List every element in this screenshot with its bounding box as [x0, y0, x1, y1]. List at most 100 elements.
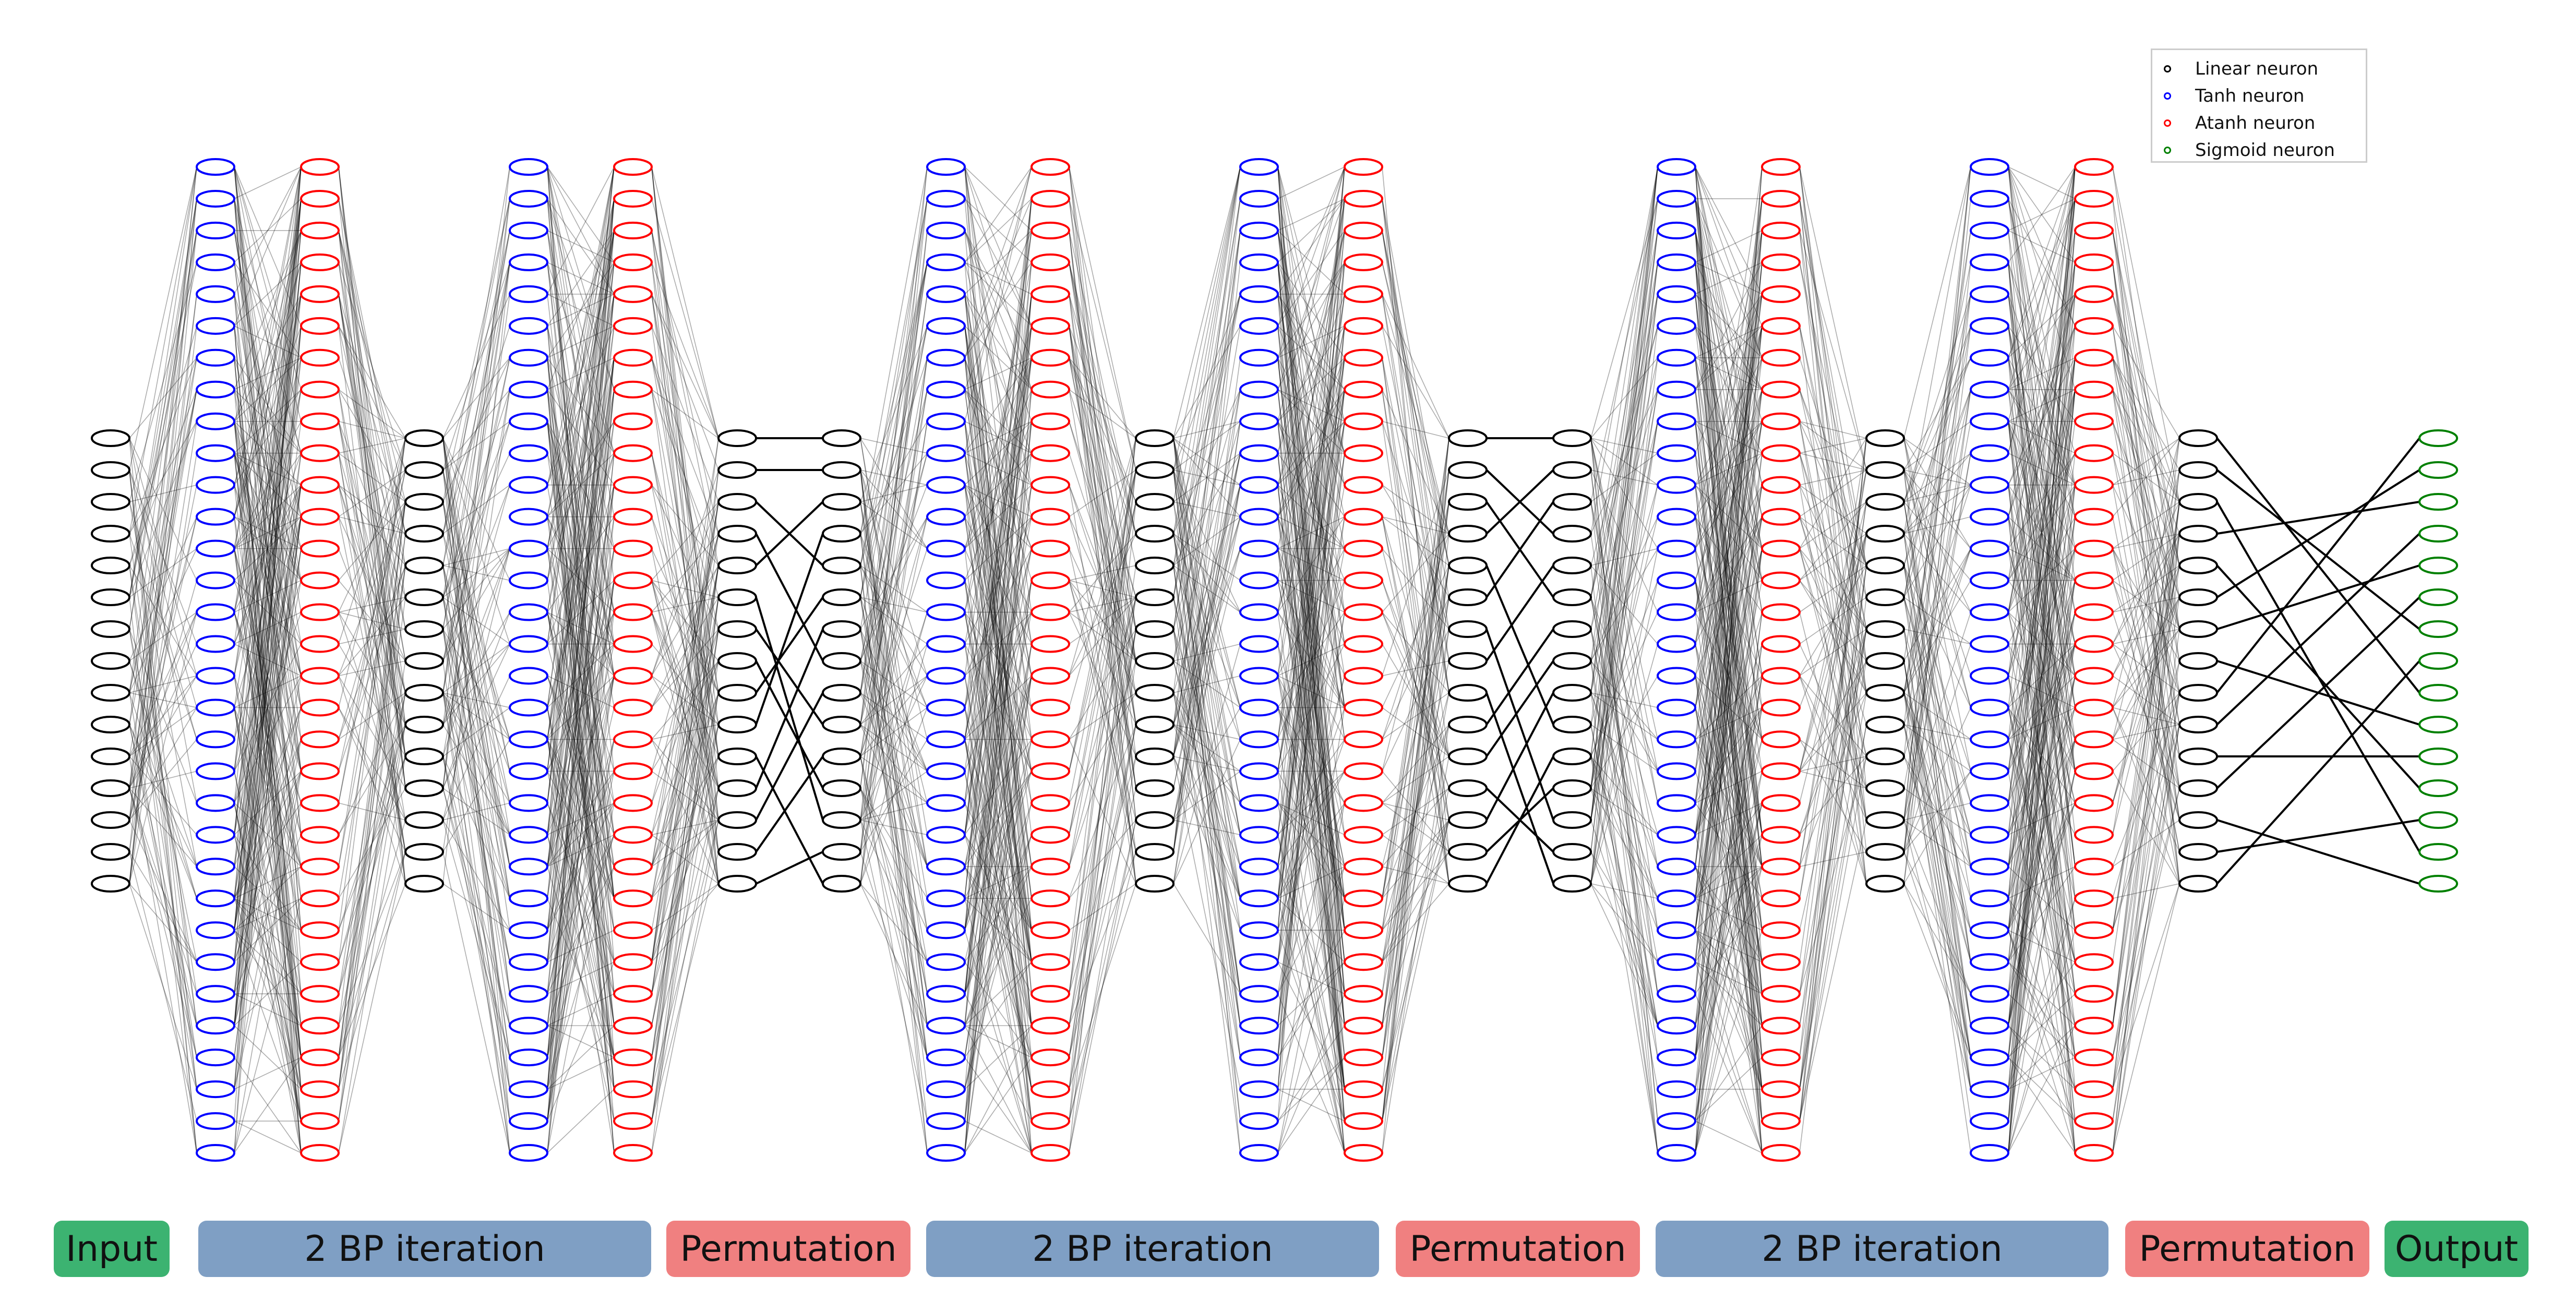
weight-edge — [1903, 469, 1971, 549]
weight-edge — [2112, 533, 2180, 803]
weight-edge — [1695, 262, 1763, 867]
weight-edge — [2008, 580, 2076, 867]
weight-edge — [2112, 629, 2180, 708]
linear-neuron — [91, 525, 130, 543]
weight-edge — [2008, 389, 2076, 1026]
weight-edge — [1695, 644, 1763, 1153]
weight-edge — [651, 612, 719, 757]
weight-edge — [964, 739, 1032, 931]
linear-neuron — [404, 684, 444, 702]
weight-edge — [1277, 516, 1345, 867]
weight-edge — [1173, 533, 1241, 708]
weight-edge — [1799, 692, 1867, 1090]
weight-edge — [651, 262, 719, 884]
weight-edge — [651, 692, 719, 1122]
weight-edge — [2008, 452, 2076, 486]
weight-edge — [1695, 421, 1763, 740]
weight-edge — [2008, 389, 2076, 517]
weight-edge — [1590, 230, 1658, 725]
weight-edge — [1382, 166, 1449, 884]
weight-edge — [1382, 469, 1449, 676]
tanh-neuron — [1239, 1049, 1279, 1067]
weight-edge — [338, 469, 406, 517]
weight-edge — [1069, 230, 1136, 534]
weight-edge — [2112, 230, 2180, 757]
weight-edge — [1903, 357, 1971, 534]
weight-edge — [2008, 453, 2076, 1058]
weight-edge — [547, 739, 615, 899]
weight-edge — [547, 834, 615, 962]
weight-edge — [547, 198, 615, 390]
weight-edge — [1382, 565, 1449, 899]
weight-edge — [1799, 692, 1867, 867]
linear-neuron — [1865, 525, 1905, 543]
weight-edge — [2008, 230, 2076, 994]
weight-edge — [2112, 644, 2180, 789]
weight-edge — [964, 198, 1032, 899]
weight-edge — [1069, 438, 1136, 962]
weight-edge — [129, 198, 197, 852]
tanh-neuron — [926, 635, 966, 653]
weight-edge — [1695, 294, 1763, 390]
weight-edge — [964, 294, 1032, 1026]
weight-edge — [1903, 548, 1971, 661]
weight-edge — [1277, 262, 1345, 1122]
atanh-neuron — [1344, 380, 1383, 399]
weight-edge — [1695, 707, 1763, 867]
weight-edge — [2008, 262, 2076, 517]
atanh-neuron — [1344, 189, 1383, 208]
tanh-neuron — [509, 571, 548, 589]
weight-edge — [2008, 516, 2076, 644]
weight-edge — [234, 262, 302, 962]
weight-edge — [547, 930, 615, 962]
atanh-neuron — [300, 476, 340, 494]
tanh-neuron — [1970, 698, 2009, 717]
weight-edge — [2008, 198, 2076, 740]
weight-edge — [964, 294, 1032, 454]
weight-edge — [442, 548, 510, 566]
weight-edge — [1173, 230, 1241, 757]
weight-edge — [547, 389, 615, 1090]
weight-edge — [234, 453, 302, 644]
weight-edge — [1069, 851, 1136, 1122]
weight-edge — [2008, 644, 2076, 962]
weight-edge — [234, 453, 302, 740]
tanh-neuron — [1657, 317, 1696, 335]
weight-edge — [2008, 612, 2076, 899]
atanh-neuron — [2074, 953, 2114, 971]
weight-edge — [1695, 675, 1763, 740]
weight-edge — [1277, 357, 1345, 422]
weight-edge — [1382, 660, 1449, 677]
weight-edge — [1695, 421, 1763, 835]
weight-edge — [234, 485, 302, 708]
weight-edge — [442, 565, 510, 1058]
weight-edge — [234, 166, 302, 835]
weight-edge — [1382, 438, 1449, 931]
weight-edge — [1695, 421, 1763, 931]
weight-edge — [964, 326, 1032, 772]
weight-edge — [442, 788, 510, 835]
tanh-neuron — [926, 412, 966, 430]
weight-edge — [2112, 565, 2180, 835]
weight-edge — [234, 898, 302, 931]
weight-edge — [1903, 724, 1971, 1090]
weight-edge — [964, 676, 1032, 1122]
weight-edge — [234, 612, 302, 835]
weight-edge — [338, 438, 406, 962]
tanh-neuron — [509, 317, 548, 335]
weight-edge — [1277, 580, 1345, 931]
weight-edge — [1903, 820, 1971, 867]
weight-edge — [2008, 166, 2076, 1153]
tanh-neuron — [1239, 953, 1279, 971]
weight-edge — [234, 198, 302, 740]
linear-neuron — [1135, 525, 1175, 543]
atanh-neuron — [2074, 508, 2114, 526]
weight-edge — [547, 389, 615, 994]
weight-edge — [1903, 469, 1971, 486]
weight-edge — [1382, 294, 1449, 534]
weight-edge — [2008, 357, 2076, 486]
weight-edge — [651, 580, 719, 598]
linear-neuron — [404, 748, 444, 765]
weight-edge — [1695, 294, 1763, 899]
weight-edge — [1695, 326, 1763, 962]
